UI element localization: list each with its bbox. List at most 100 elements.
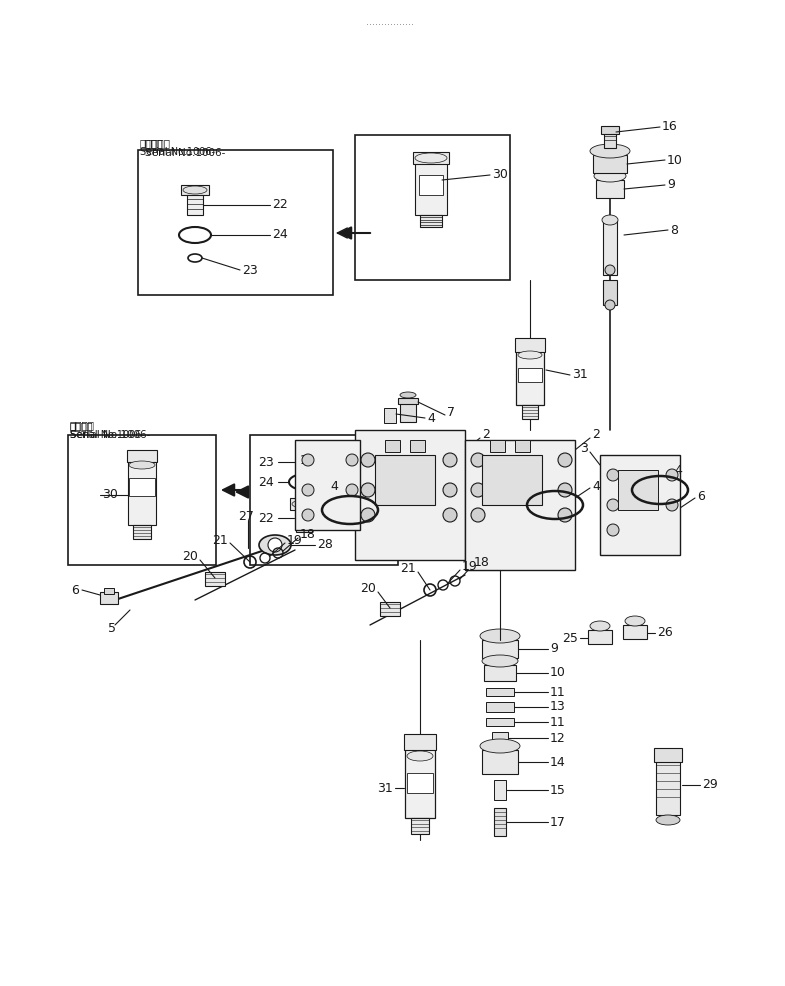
Circle shape (605, 300, 615, 310)
Text: 16: 16 (662, 120, 677, 133)
Bar (420, 215, 442, 227)
Text: 9: 9 (550, 643, 558, 656)
Bar (482, 640, 518, 658)
Bar (290, 498, 318, 510)
Ellipse shape (602, 215, 618, 225)
Text: 4: 4 (592, 479, 600, 492)
Ellipse shape (590, 621, 610, 631)
Text: 11: 11 (550, 716, 566, 729)
Bar (355, 430, 465, 560)
Circle shape (443, 508, 457, 522)
Text: 30: 30 (102, 488, 118, 502)
Text: 24: 24 (258, 475, 274, 488)
Bar (133, 525, 151, 539)
Bar (482, 750, 518, 774)
Bar (410, 440, 425, 452)
Bar (138, 150, 333, 295)
Bar (623, 625, 647, 639)
Bar (603, 280, 617, 305)
Text: 通用号機: 通用号機 (70, 421, 93, 431)
Text: 通用号機: 通用号機 (145, 138, 170, 148)
Bar (600, 455, 680, 555)
Text: Serial No.1006-: Serial No.1006- (145, 148, 225, 158)
Bar (518, 368, 542, 382)
Bar (515, 338, 545, 352)
Circle shape (268, 538, 282, 552)
Bar (490, 440, 505, 452)
Bar (375, 455, 435, 505)
Ellipse shape (292, 500, 316, 508)
Text: 5: 5 (108, 621, 116, 635)
Bar (405, 748, 435, 818)
Circle shape (471, 453, 485, 467)
Text: 17: 17 (550, 815, 566, 828)
Bar (486, 688, 514, 696)
Text: 18: 18 (300, 528, 316, 541)
Bar (413, 152, 449, 164)
Ellipse shape (259, 535, 291, 555)
Circle shape (666, 499, 678, 511)
Text: 2: 2 (482, 429, 490, 442)
Bar (486, 718, 514, 726)
Ellipse shape (590, 144, 630, 158)
Circle shape (302, 509, 314, 521)
Bar (494, 780, 506, 800)
Text: 29: 29 (702, 779, 717, 792)
Text: 13: 13 (550, 700, 566, 714)
Text: 20: 20 (182, 550, 198, 564)
Bar (486, 702, 514, 712)
Bar (127, 450, 157, 462)
Bar (385, 440, 400, 452)
Text: 18: 18 (474, 556, 490, 570)
Bar (355, 135, 510, 280)
Text: 9: 9 (667, 178, 675, 191)
Text: 23: 23 (258, 456, 274, 468)
Circle shape (471, 508, 485, 522)
Bar (515, 440, 530, 452)
Text: 22: 22 (258, 512, 274, 525)
Text: 31: 31 (572, 369, 588, 382)
Circle shape (302, 484, 314, 496)
Circle shape (607, 469, 619, 481)
Text: 22: 22 (272, 198, 288, 212)
Text: 4: 4 (427, 411, 435, 425)
Circle shape (471, 483, 485, 497)
Bar (205, 572, 225, 586)
Text: 通用号機: 通用号機 (140, 138, 163, 148)
Text: 19: 19 (287, 533, 303, 546)
Ellipse shape (407, 751, 433, 761)
Bar (384, 408, 396, 423)
Ellipse shape (518, 351, 542, 359)
Ellipse shape (129, 461, 155, 469)
Text: 11: 11 (550, 685, 566, 698)
Circle shape (361, 453, 375, 467)
Text: 15: 15 (550, 784, 566, 797)
Bar (601, 126, 619, 134)
Bar (415, 155, 447, 215)
Bar (654, 748, 682, 762)
Bar (100, 592, 118, 604)
Bar (296, 510, 312, 532)
Bar (407, 773, 433, 793)
Ellipse shape (480, 629, 520, 643)
Bar (482, 455, 542, 505)
Circle shape (443, 483, 457, 497)
Text: ................: ................ (366, 17, 414, 27)
Text: 28: 28 (317, 538, 333, 551)
Bar (187, 195, 203, 215)
Bar (618, 470, 658, 510)
Bar (380, 602, 400, 616)
Text: 14: 14 (550, 755, 566, 768)
Bar (656, 760, 680, 815)
Ellipse shape (482, 655, 518, 667)
Circle shape (558, 508, 572, 522)
Bar (603, 220, 617, 275)
Text: 12: 12 (550, 732, 566, 744)
Ellipse shape (183, 186, 207, 194)
Bar (604, 132, 616, 148)
Text: 21: 21 (400, 562, 416, 576)
Circle shape (558, 453, 572, 467)
Text: 8: 8 (670, 224, 678, 237)
Text: 4: 4 (674, 463, 682, 476)
Bar (129, 478, 155, 496)
